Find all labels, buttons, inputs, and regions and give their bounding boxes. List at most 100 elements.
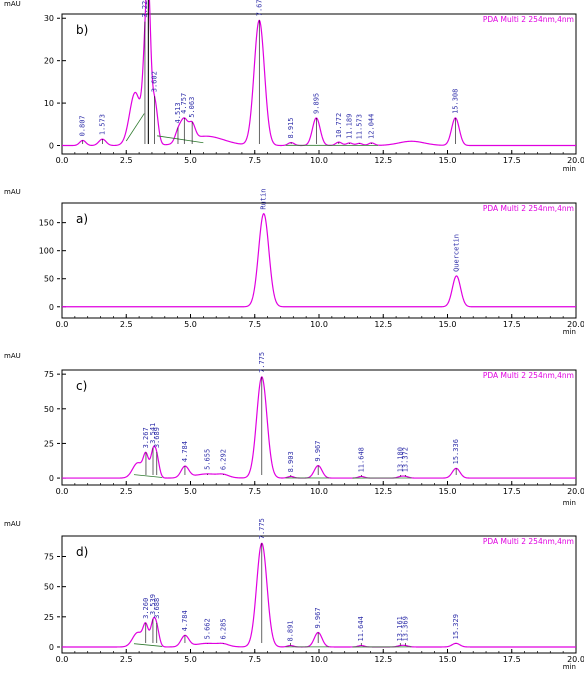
y-tick-label: 150 [39,219,54,228]
peak-label: 8.903 [287,451,295,472]
x-tick-label: 7.5 [248,655,261,664]
peak-label: 6.292 [220,449,228,470]
y-tick-label: 0 [49,303,54,312]
y-unit-label: mAU [4,352,21,360]
detector-label: PDA Multi 2 254nm,4nm [483,371,574,380]
peak-label: 12.044 [368,114,376,139]
peak-label: 9.967 [314,607,322,628]
x-tick-label: 15.0 [439,655,457,664]
chromatogram-trace [62,376,576,479]
chromatogram-trace [62,0,576,147]
peak-label: 8.915 [287,117,295,138]
plot-frame [61,13,577,155]
peak-label: Rutin [260,189,268,210]
x-tick-label: 7.5 [248,156,261,165]
chart-panel-b: mAU min 0 10 20 30 0.0 2.5 5.0 7.5 10.0 12.5 15.0 17.… [4,0,584,173]
x-tick-label: 0.0 [56,487,69,496]
y-tick-label: 100 [39,247,54,256]
peak-label: 7.775 [258,352,266,373]
chart-panel-a: mAU min 0 50 100 150 0.0 2.5 5.0 7.5 10.0 12.5 15.0 1… [4,188,584,336]
peak-label: 9.967 [314,441,322,462]
peak-label: 11.573 [355,114,363,139]
x-tick-label: 15.0 [439,320,457,329]
x-tick-label: 20.0 [567,487,584,496]
x-tick-label: 17.5 [503,320,521,329]
peak-label: 8.891 [286,620,294,641]
y-tick-label: 30 [44,14,54,23]
x-unit-label: min [563,499,576,507]
x-tick-label: 2.5 [120,320,133,329]
x-tick-label: 20.0 [567,655,584,664]
peak-label: 13.369 [402,616,410,641]
chromatogram-trace [62,212,576,308]
peak-label: 3.539 [149,594,157,615]
x-tick-label: 12.5 [374,487,392,496]
x-tick-label: 0.0 [56,320,69,329]
y-tick-label: 10 [44,99,54,108]
peak-label: 11.644 [357,616,365,641]
x-unit-label: min [563,328,576,336]
x-tick-label: 5.0 [184,487,197,496]
x-tick-label: 17.5 [503,156,521,165]
plot-frame [61,202,577,319]
y-unit-label: mAU [4,0,21,8]
x-tick-label: 5.0 [184,156,197,165]
x-tick-label: 10.0 [310,320,328,329]
y-unit-label: mAU [4,188,21,196]
x-tick-label: 17.5 [503,655,521,664]
detector-label: PDA Multi 2 254nm,4nm [483,204,574,213]
peak-label: 0.807 [79,115,87,136]
x-tick-label: 7.5 [248,320,261,329]
y-tick-label: 25 [44,613,54,622]
x-tick-label: 2.5 [120,156,133,165]
peak-label: 13.372 [402,447,410,472]
chromatogram-trace [62,542,576,648]
y-tick-label: 0 [49,474,54,483]
x-tick-label: 20.0 [567,320,584,329]
chart-panel-c: mAU min 0 25 50 75 0.0 2.5 5.0 7.5 10.0 12.5 15.0 17.… [4,352,584,507]
chart-panel-d: mAU min 0 25 50 75 0.0 2.5 5.0 7.5 10.0 12.5 15.0 17.… [4,518,584,671]
y-tick-label: 75 [44,370,54,379]
y-tick-label: 20 [44,57,54,66]
peak-label: Quercetin [452,234,460,272]
peak-label: 3.602 [151,71,159,92]
y-tick-label: 50 [44,405,54,414]
x-tick-label: 10.0 [310,156,328,165]
y-tick-label: 0 [49,643,54,652]
peak-label: 11.648 [357,447,365,472]
peak-label: 3.267 [142,427,150,448]
peak-label: 9.895 [312,93,320,114]
panel-label: c) [76,379,87,393]
x-tick-label: 5.0 [184,655,197,664]
x-tick-label: 10.0 [310,655,328,664]
y-tick-label: 75 [44,553,54,562]
detector-label: PDA Multi 2 254nm,4nm [483,537,574,546]
y-tick-label: 0 [49,142,54,151]
peak-label: 7.775 [258,518,266,539]
peak-label: 3.688 [153,598,161,619]
peak-label: 1.573 [98,114,106,135]
x-tick-label: 20.0 [567,156,584,165]
x-tick-label: 7.5 [248,487,261,496]
plot-frame [61,535,577,654]
plot-frame [61,369,577,486]
x-tick-label: 0.0 [56,655,69,664]
peak-label: 3.260 [142,598,150,619]
x-tick-label: 15.0 [439,156,457,165]
peak-label: 13.180 [397,447,405,472]
peak-label: 11.189 [346,114,354,139]
peak-label: 4.757 [180,93,188,114]
peak-label: 5.655 [203,449,211,470]
y-unit-label: mAU [4,520,21,528]
peak-label: 4.784 [181,610,189,631]
peak-label: 4.513 [174,102,182,123]
x-tick-label: 10.0 [310,487,328,496]
peak-label: 3.228 [141,0,149,18]
x-unit-label: min [563,663,576,671]
detector-label: PDA Multi 2 254nm,4nm [483,15,574,24]
integration-baseline [157,135,204,144]
x-tick-label: 15.0 [439,487,457,496]
integration-baseline [133,643,163,647]
peak-label: 10.772 [335,113,343,138]
